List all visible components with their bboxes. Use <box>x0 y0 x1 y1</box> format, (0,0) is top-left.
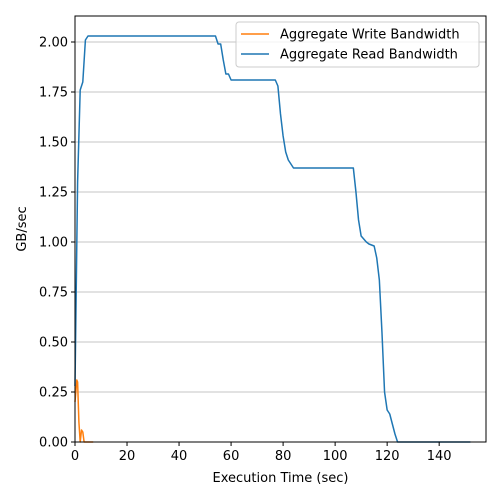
x-tick-label: 80 <box>275 449 292 464</box>
y-tick-label: 0.00 <box>39 436 68 451</box>
y-tick-label: 1.75 <box>39 86 68 101</box>
series-line-write <box>74 379 94 443</box>
y-tick-label: 1.00 <box>39 236 68 251</box>
x-tick-label: 120 <box>375 449 400 464</box>
x-tick-label: 40 <box>171 449 188 464</box>
x-tick-label: 60 <box>223 449 240 464</box>
plot-area-frame <box>74 15 487 443</box>
y-tick-label: 0.50 <box>39 336 68 351</box>
x-axis-label: Execution Time (sec) <box>213 471 349 486</box>
legend-label-write: Aggregate Write Bandwidth <box>280 28 460 43</box>
legend-box <box>235 21 480 68</box>
gridlines <box>75 41 486 443</box>
x-tick-label: 100 <box>323 449 348 464</box>
y-tick-label: 1.25 <box>39 186 68 201</box>
legend: Aggregate Write Bandwidth Aggregate Read… <box>235 21 480 68</box>
y-tick-label: 0.75 <box>39 286 68 301</box>
y-axis-label: GB/sec <box>15 206 30 251</box>
x-tick-label: 0 <box>71 449 79 464</box>
y-tick-label: 2.00 <box>39 36 68 51</box>
y-axis-ticks: 0.00 0.25 0.50 0.75 1.00 1.25 1.50 1.75 2.00 <box>39 36 75 451</box>
y-tick-label: 1.50 <box>39 136 68 151</box>
x-tick-label: 20 <box>119 449 136 464</box>
y-tick-label: 0.25 <box>39 386 68 401</box>
series-lines <box>74 35 471 443</box>
legend-label-read: Aggregate Read Bandwidth <box>280 48 458 63</box>
x-tick-label: 140 <box>427 449 452 464</box>
series-line-read <box>74 35 471 443</box>
x-axis-ticks: 0 20 40 60 80 100 120 140 <box>71 442 452 464</box>
